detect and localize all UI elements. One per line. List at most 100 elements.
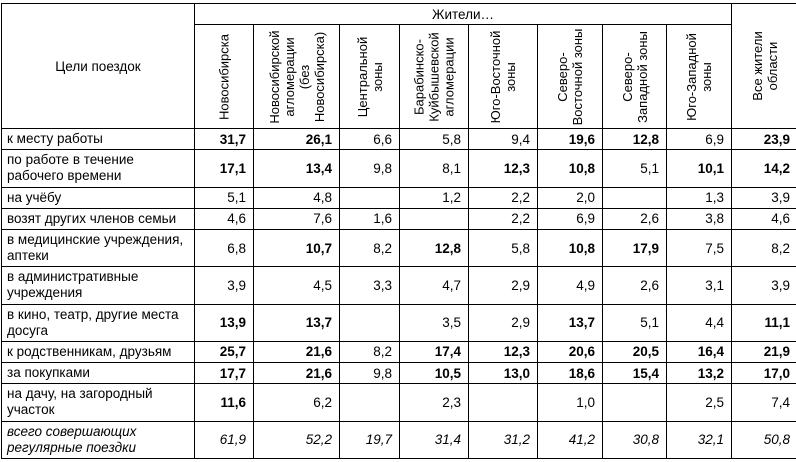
row-label: на учёбу	[1, 186, 195, 209]
column-header-label: Новосибирска	[216, 33, 232, 120]
value-cell: 20,6	[537, 340, 603, 364]
value-cell: 12,8	[602, 127, 667, 151]
value-cell: 31,2	[468, 420, 538, 460]
value-cell: 19,6	[537, 127, 603, 151]
column-header-3: Барабинско-Куйбышевской агломерации	[399, 24, 469, 129]
value-cell: 6,6	[339, 127, 400, 151]
table-row: к месту работы 31,7 26,1 6,6 5,8 9,4 19,6 12,8 6…	[1, 127, 796, 151]
column-header-label: Северо-Восточной зоны	[555, 28, 585, 125]
value-cell: 4,8	[253, 186, 340, 209]
corner-header: Цели поездок	[1, 3, 195, 129]
value-cell: 15,4	[602, 362, 667, 385]
value-cell: 4,6	[731, 207, 796, 230]
value-cell: 1,3	[665, 186, 733, 209]
value-cell: 3,9	[194, 266, 254, 305]
value-cell: 17,1	[194, 149, 254, 188]
value-cell: 8,2	[339, 340, 400, 364]
value-cell: 13,9	[194, 303, 254, 342]
value-cell: 3,3	[339, 266, 400, 305]
value-cell	[339, 383, 400, 422]
value-cell: 19,7	[339, 420, 400, 460]
table-row: в медицинские учреждения, аптеки 6,8 10,7 8…	[1, 228, 796, 268]
value-cell: 9,8	[339, 149, 400, 188]
value-cell: 13,4	[253, 149, 340, 188]
value-cell: 14,2	[731, 149, 796, 188]
value-cell	[399, 207, 469, 230]
value-cell: 2,9	[468, 303, 538, 342]
value-cell: 31,4	[399, 420, 469, 460]
value-cell: 21,6	[253, 340, 340, 364]
value-cell: 12,8	[399, 228, 469, 268]
table-row: на дачу, на загородный участок 11,6 6,2 2,3…	[1, 383, 796, 422]
value-cell: 2,6	[602, 266, 667, 305]
value-cell: 4,9	[537, 266, 603, 305]
value-cell: 2,2	[468, 207, 538, 230]
value-cell: 5,8	[399, 127, 469, 151]
column-header-total-label: Все жители области	[749, 31, 780, 101]
value-cell: 5,8	[468, 228, 538, 268]
table-row: на учёбу 5,1 4,8 1,2 2,2 2,0 1,3 3,9	[1, 186, 796, 209]
table-row: возят других членов семьи 4,6 7,6 1,6 2,2 6,9…	[1, 207, 796, 230]
column-header-4: Юго-Восточной зоны	[468, 24, 538, 129]
row-label: возят других членов семьи	[1, 207, 195, 230]
column-header-label: Центральной зоны	[354, 36, 385, 117]
value-cell: 61,9	[194, 420, 254, 460]
value-cell	[602, 383, 667, 422]
column-header-6: Северо-Западной зоны	[602, 24, 667, 129]
value-cell: 13,7	[537, 303, 603, 342]
value-cell: 9,4	[468, 127, 538, 151]
value-cell: 13,7	[253, 303, 340, 342]
value-cell: 1,0	[537, 383, 603, 422]
row-label: к родственникам, друзьям	[1, 340, 195, 364]
value-cell: 2,2	[468, 186, 538, 209]
row-label: в административные учреждения	[1, 266, 195, 305]
table-row: за покупками 17,7 21,6 9,8 10,5 13,0 18,6 15,4 1…	[1, 362, 796, 385]
value-cell: 32,1	[665, 420, 733, 460]
value-cell: 13,2	[665, 362, 733, 385]
table-row: к родственникам, друзьям 25,7 21,6 8,2 17,4 1…	[1, 340, 796, 364]
value-cell: 17,4	[399, 340, 469, 364]
value-cell: 26,1	[253, 127, 340, 151]
value-cell: 8,2	[339, 228, 400, 268]
value-cell: 10,8	[537, 228, 603, 268]
value-cell: 13,0	[468, 362, 538, 385]
value-cell: 17,0	[731, 362, 796, 385]
column-header-1: Новосибирской агломерации (без Новосибир…	[253, 24, 340, 129]
value-cell: 6,9	[537, 207, 603, 230]
value-cell: 4,7	[399, 266, 469, 305]
value-cell: 3,8	[665, 207, 733, 230]
column-headers-row: Новосибирска Новосибирской агломерации (б…	[2, 24, 796, 129]
row-label: по работе в течение рабочего времени	[1, 149, 195, 188]
value-cell: 5,1	[602, 303, 667, 342]
column-header-label: Северо-Западной зоны	[619, 30, 650, 123]
value-cell: 31,7	[194, 127, 254, 151]
value-cell: 6,9	[665, 127, 733, 151]
row-label: за покупками	[1, 362, 195, 385]
value-cell: 18,6	[537, 362, 603, 385]
column-header-2: Центральной зоны	[339, 24, 400, 129]
value-cell: 21,9	[731, 340, 796, 364]
column-header-label: Юго-Восточной зоны	[488, 30, 518, 123]
value-cell: 2,3	[399, 383, 469, 422]
column-header-total: Все жители области	[731, 3, 796, 129]
value-cell: 2,0	[537, 186, 603, 209]
value-cell: 3,1	[665, 266, 733, 305]
column-header-label: Новосибирской агломерации (без Новосибир…	[266, 29, 327, 124]
value-cell: 11,6	[194, 383, 254, 422]
row-label: в кино, театр, другие места досуга	[1, 303, 195, 342]
row-label: в медицинские учреждения, аптеки	[1, 228, 195, 268]
header-group-row: Цели поездок Жители… Все жители области	[1, 3, 796, 129]
value-cell: 2,5	[665, 383, 733, 422]
value-cell: 7,6	[253, 207, 340, 230]
value-cell: 17,9	[602, 228, 667, 268]
value-cell: 1,2	[399, 186, 469, 209]
value-cell: 2,6	[602, 207, 667, 230]
value-cell	[468, 383, 538, 422]
value-cell: 8,1	[399, 149, 469, 188]
value-cell: 6,2	[253, 383, 340, 422]
value-cell: 9,8	[339, 362, 400, 385]
column-header-7: Юго-Западной зоны	[665, 24, 733, 129]
value-cell: 5,1	[602, 149, 667, 188]
value-cell: 4,6	[194, 207, 254, 230]
table-row: в кино, театр, другие места досуга 13,9 13…	[1, 303, 796, 342]
